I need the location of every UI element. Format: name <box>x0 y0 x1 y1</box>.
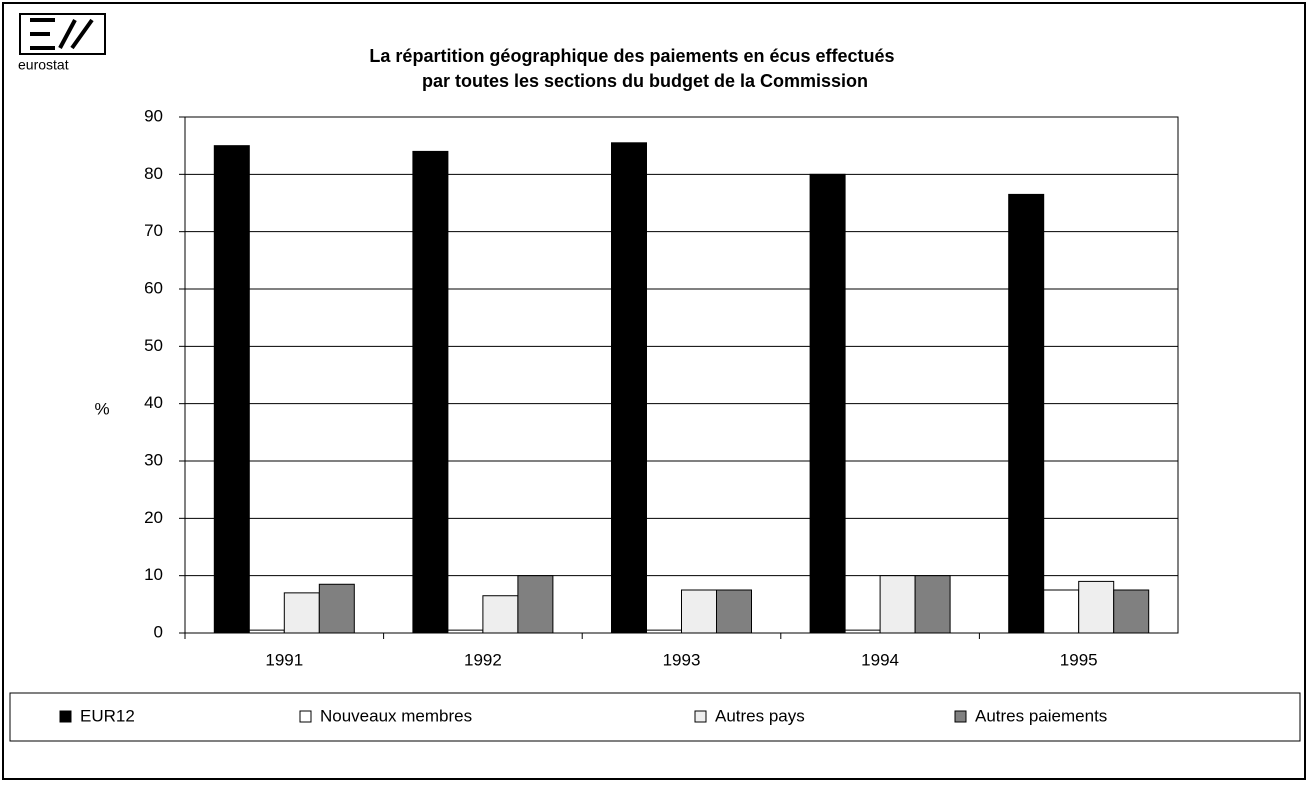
legend-label: Autres paiements <box>975 706 1107 725</box>
legend-label: Nouveaux membres <box>320 706 472 725</box>
bar <box>482 595 519 634</box>
bar <box>611 142 647 634</box>
y-tick-label: 90 <box>144 106 163 125</box>
y-tick-label: 40 <box>144 393 163 412</box>
bar <box>809 173 846 634</box>
legend-swatch <box>954 710 967 723</box>
y-tick-label: 30 <box>144 450 163 469</box>
legend-label: Autres pays <box>715 706 805 725</box>
bar <box>248 629 285 634</box>
bar <box>716 589 752 634</box>
bar <box>914 575 951 634</box>
y-tick-label: 50 <box>144 336 163 355</box>
legend-label: EUR12 <box>80 706 135 725</box>
logo-text: eurostat <box>18 57 69 73</box>
bar <box>1078 580 1115 634</box>
bar <box>213 145 250 634</box>
y-axis-label: % <box>94 399 109 418</box>
legend <box>9 692 1301 742</box>
y-tick-label: 80 <box>144 164 163 183</box>
logo-glyph <box>30 18 94 50</box>
bar <box>412 150 449 634</box>
y-tick-label: 60 <box>144 278 163 297</box>
x-tick-label: 1995 <box>1060 650 1098 669</box>
y-tick-label: 0 <box>154 622 163 641</box>
bar <box>646 629 682 634</box>
x-tick-label: 1991 <box>265 650 303 669</box>
bar <box>1113 589 1150 634</box>
bar <box>681 589 717 634</box>
bar <box>879 575 916 634</box>
chart-subtitle: par toutes les sections du budget de la … <box>422 71 868 91</box>
bar <box>447 629 484 634</box>
y-tick-label: 70 <box>144 221 163 240</box>
x-tick-label: 1992 <box>464 650 502 669</box>
y-tick-label: 10 <box>144 565 163 584</box>
bar <box>1008 193 1045 634</box>
y-tick-label: 20 <box>144 508 163 527</box>
logo-mark <box>19 13 106 55</box>
bar <box>844 629 881 634</box>
bar <box>283 592 320 634</box>
bar <box>1043 589 1080 634</box>
legend-swatch <box>59 710 72 723</box>
bar <box>517 575 554 634</box>
legend-swatch <box>299 710 312 723</box>
x-tick-label: 1993 <box>663 650 701 669</box>
legend-swatch <box>694 710 707 723</box>
x-tick-label: 1994 <box>861 650 899 669</box>
chart-title: La répartition géographique des paiement… <box>369 46 894 66</box>
bar <box>318 583 355 634</box>
